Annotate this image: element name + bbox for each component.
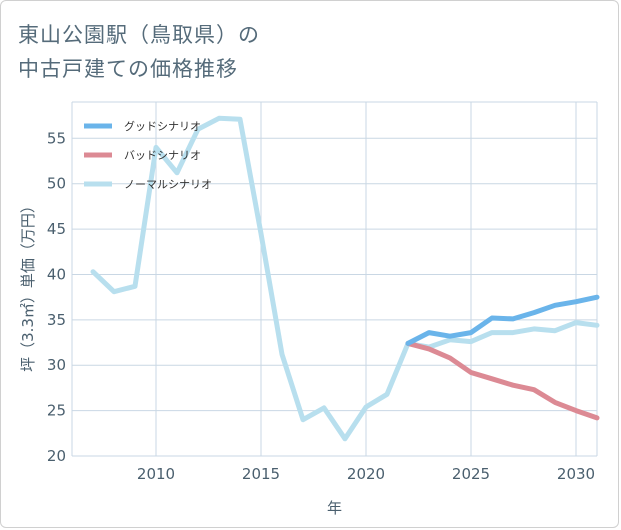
legend: グッドシナリオ バッドシナリオ ノーマルシナリオ xyxy=(84,119,212,191)
series-line-bad xyxy=(405,340,600,421)
legend-item-normal[interactable]: ノーマルシナリオ xyxy=(84,178,212,191)
y-tick-label: 20 xyxy=(47,447,66,465)
legend-item-good[interactable]: グッドシナリオ xyxy=(84,119,201,133)
x-axis-title: 年 xyxy=(327,499,342,517)
grid-lines xyxy=(71,101,598,457)
x-tick-label: 2030 xyxy=(557,465,595,483)
y-axis-title: 坪（3.3㎡）単価（万円） xyxy=(19,198,37,372)
y-tick-label: 30 xyxy=(47,356,66,374)
x-tick-label: 2025 xyxy=(452,465,490,483)
x-tick-label: 2015 xyxy=(242,465,280,483)
x-tick-label: 2020 xyxy=(347,465,385,483)
legend-item-bad[interactable]: バッドシナリオ xyxy=(84,149,201,162)
legend-label-bad: バッドシナリオ xyxy=(124,149,201,162)
y-axis-ticks: 20 25 30 35 40 45 50 55 xyxy=(47,129,66,465)
series-line-good xyxy=(405,294,600,346)
y-tick-label: 50 xyxy=(47,175,66,193)
series-lines xyxy=(90,115,600,442)
legend-label-normal: ノーマルシナリオ xyxy=(124,178,212,191)
legend-label-good: グッドシナリオ xyxy=(124,119,201,133)
chart-title-line-1: 東山公園駅（鳥取県）の xyxy=(18,23,260,47)
y-tick-label: 35 xyxy=(47,311,66,329)
x-tick-label: 2010 xyxy=(137,465,175,483)
x-axis-ticks: 2010 2015 2020 2025 2030 xyxy=(137,465,595,483)
y-tick-label: 40 xyxy=(47,265,66,283)
y-tick-label: 55 xyxy=(47,129,66,147)
series-line-normal xyxy=(90,115,600,442)
y-tick-label: 45 xyxy=(47,220,66,238)
chart-title: 東山公園駅（鳥取県）の 中古戸建ての価格推移 xyxy=(18,18,578,86)
y-tick-label: 25 xyxy=(47,402,66,420)
chart-title-line-2: 中古戸建ての価格推移 xyxy=(18,57,238,81)
